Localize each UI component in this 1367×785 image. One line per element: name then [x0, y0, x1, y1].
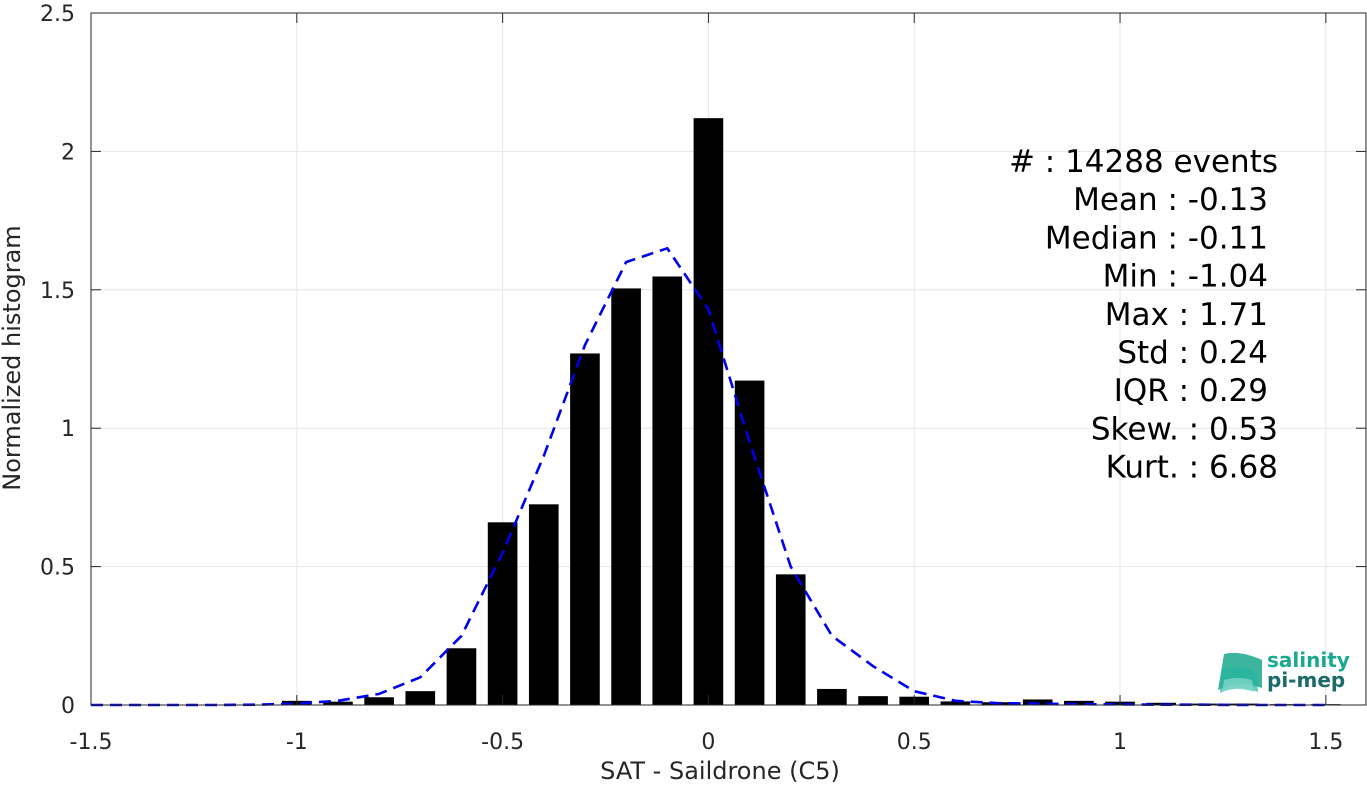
wave-icon: [1218, 652, 1262, 693]
histogram-bars: [281, 118, 1341, 705]
histogram-bar: [405, 691, 436, 705]
histogram-bar: [940, 701, 971, 705]
axes-box: [90, 12, 1367, 706]
y-tick-labels: 0 0.5 1 1.5 2 2.5: [40, 2, 75, 719]
stat-line: Max : 1.71: [1105, 297, 1268, 333]
histogram-bar: [652, 276, 683, 705]
histogram-bar: [487, 522, 518, 705]
stat-line: Skew. : 0.53: [1091, 411, 1278, 447]
histogram-bar: [734, 380, 765, 705]
logo-text-salinity: salinity: [1267, 648, 1350, 672]
stat-line: Kurt. : 6.68: [1106, 450, 1278, 486]
axes: [90, 12, 1367, 706]
stat-line: Mean : -0.13: [1073, 182, 1268, 218]
histogram-bar: [611, 288, 641, 705]
histogram-bar: [1064, 700, 1094, 705]
x-tick-label: 1.5: [1308, 730, 1343, 755]
histogram-bar: [323, 701, 353, 705]
y-tick-label: 2.5: [40, 2, 75, 27]
x-tick-label: -1: [286, 730, 308, 755]
y-tick-label: 1.5: [40, 279, 75, 304]
salinity-pi-mep-logo: salinity pi-mep: [1218, 648, 1350, 693]
histogram-bar: [570, 353, 600, 705]
histogram-bar: [775, 574, 806, 705]
y-tick-label: 1: [61, 417, 75, 442]
stat-line: Median : -0.11: [1045, 220, 1268, 256]
histogram-bar: [1022, 699, 1053, 705]
histogram-bar: [446, 648, 477, 705]
stat-line: IQR : 0.29: [1114, 373, 1268, 409]
stat-line: Min : -1.04: [1103, 259, 1268, 295]
fit-curve-dashed: [91, 246, 1326, 707]
histogram-bar: [858, 696, 888, 705]
histogram-bar: [528, 504, 559, 705]
x-tick-label: -0.5: [481, 730, 524, 755]
histogram-bar: [364, 697, 394, 705]
y-tick-label: 0.5: [40, 556, 75, 581]
x-tick-label: 1: [1113, 730, 1127, 755]
x-tick-label: 0.5: [897, 730, 932, 755]
y-axis-title: Normalized histogram: [0, 225, 26, 490]
x-axis-title: SAT - Saildrone (C5): [600, 757, 840, 785]
y-tick-label: 2: [61, 140, 75, 165]
histogram-bar: [817, 688, 847, 705]
stat-line: # : 14288 events: [1009, 144, 1278, 180]
x-tick-label: -1.5: [70, 730, 113, 755]
y-tick-label: 0: [61, 694, 75, 719]
logo-text-pi-mep: pi-mep: [1267, 668, 1345, 692]
x-tick-label: 0: [701, 730, 715, 755]
histogram-bar: [693, 118, 724, 705]
x-tick-labels: -1.5 -1 -0.5 0 0.5 1 1.5: [70, 730, 1344, 755]
stat-line: Std : 0.24: [1117, 335, 1268, 371]
